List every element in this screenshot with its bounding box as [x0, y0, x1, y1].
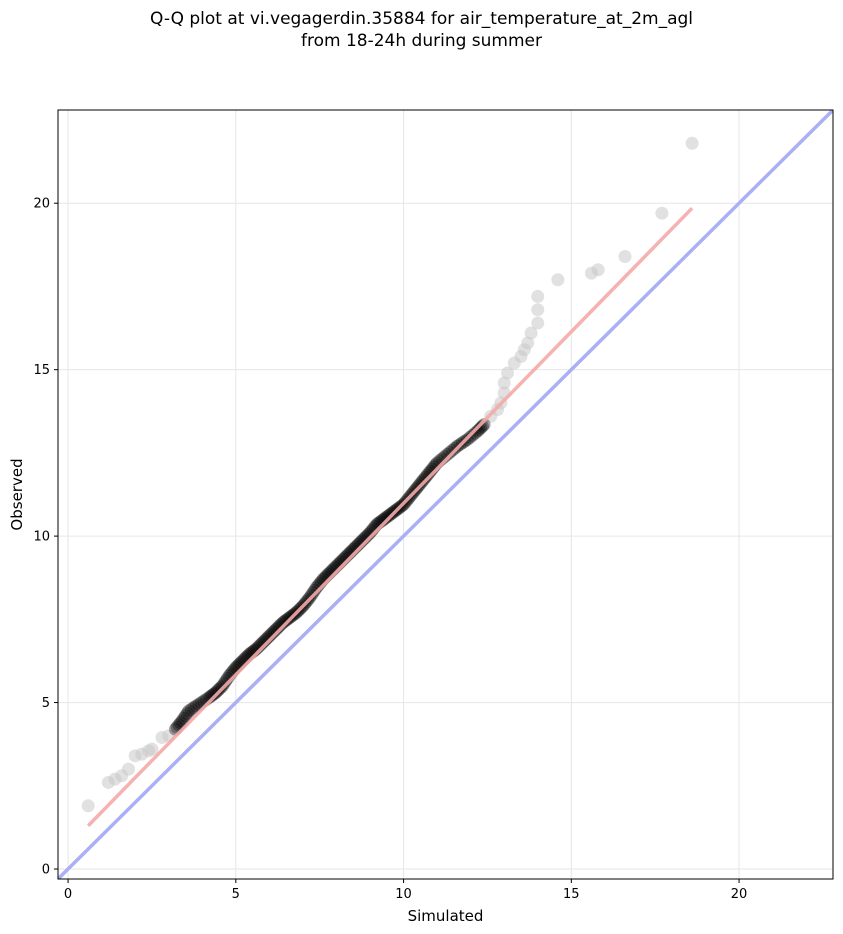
- qq-point: [182, 704, 196, 718]
- qq-point: [189, 699, 203, 713]
- qq-point: [187, 701, 201, 715]
- qq-point: [178, 709, 192, 723]
- x-tick-label: 10: [395, 887, 412, 902]
- qq-point: [281, 612, 295, 626]
- tail-point: [521, 336, 535, 350]
- qq-point: [212, 682, 226, 696]
- qq-point: [209, 686, 223, 700]
- tail-points: [81, 136, 699, 813]
- tail-point: [685, 136, 699, 150]
- chart-subtitle: from 18-24h during summer: [301, 31, 542, 51]
- x-tick-label: 20: [731, 887, 748, 902]
- y-tick-label: 10: [33, 530, 50, 545]
- tail-point: [501, 366, 515, 380]
- tail-point: [551, 273, 565, 287]
- x-tick-label: 15: [563, 887, 580, 902]
- qq-point: [217, 676, 231, 690]
- tail-point: [591, 263, 605, 277]
- qq-point: [470, 424, 484, 438]
- grid: [58, 110, 833, 879]
- tail-point: [81, 799, 95, 813]
- tail-point: [618, 249, 632, 263]
- qq-point: [308, 583, 322, 597]
- qq-point: [279, 613, 293, 627]
- qq-point: [215, 679, 229, 693]
- qq-point: [445, 443, 459, 457]
- qq-point: [381, 509, 395, 523]
- qq-point: [417, 473, 431, 487]
- qq-point: [443, 445, 457, 459]
- x-tick-label: 0: [64, 887, 72, 902]
- y-tick-label: 0: [42, 863, 50, 878]
- qq-point: [475, 419, 489, 433]
- qq-point: [214, 681, 228, 695]
- qq-point: [468, 426, 482, 440]
- plot-area: [58, 110, 833, 879]
- x-axis-label: Simulated: [408, 907, 484, 925]
- qq-point: [448, 441, 462, 455]
- tail-point: [531, 303, 545, 317]
- chart-title: Q-Q plot at vi.vegagerdin.35884 for air_…: [0, 8, 843, 52]
- y-axis-label: Observed: [8, 458, 26, 530]
- qq-point: [420, 468, 434, 482]
- qq-point: [277, 614, 291, 628]
- qq-point: [177, 711, 191, 725]
- qq-point: [380, 510, 394, 524]
- y-tick-label: 5: [42, 696, 50, 711]
- chart-title-line1: Q-Q plot at vi.vegagerdin.35884 for air_…: [149, 9, 694, 29]
- qq-point: [184, 702, 198, 716]
- qq-point: [472, 423, 486, 437]
- tail-point: [497, 376, 511, 390]
- qq-point: [306, 586, 320, 600]
- qq-point: [205, 688, 219, 702]
- qq-point: [210, 684, 224, 698]
- identity-line: [58, 110, 833, 879]
- qq-point: [418, 470, 432, 484]
- y-tick-label: 15: [33, 363, 50, 378]
- qq-point: [207, 687, 221, 701]
- qq-point: [477, 418, 491, 432]
- x-tick-label: 5: [232, 887, 240, 902]
- tail-point: [121, 762, 135, 776]
- ticks: 0 5 10 15 20 0 5 10 15 20: [33, 197, 747, 902]
- qq-point: [378, 511, 392, 525]
- tail-point: [531, 316, 545, 330]
- y-tick-label: 20: [33, 197, 50, 212]
- qq-point: [474, 421, 488, 435]
- tail-point: [655, 206, 669, 220]
- tail-point: [524, 326, 538, 340]
- tail-point: [531, 289, 545, 303]
- tail-point: [145, 742, 159, 756]
- plot-frame: [57, 109, 834, 880]
- fit-line: [86, 206, 694, 827]
- qq-point: [180, 706, 194, 720]
- qq-point: [415, 475, 429, 489]
